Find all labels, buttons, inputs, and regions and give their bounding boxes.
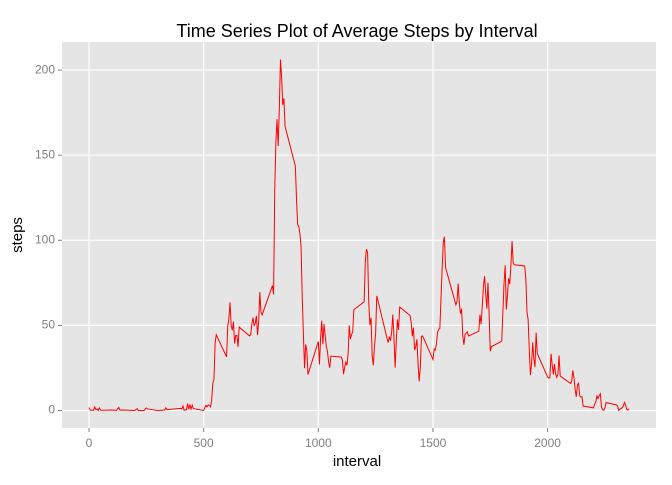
- panel-background: [62, 42, 656, 428]
- x-tick-label: 500: [194, 436, 214, 450]
- x-tick-label: 2000: [534, 436, 561, 450]
- y-axis-label: steps: [9, 217, 26, 253]
- y-tick-label: 150: [35, 147, 55, 161]
- chart-title: Time Series Plot of Average Steps by Int…: [176, 21, 537, 41]
- x-tick-label: 0: [86, 436, 93, 450]
- x-tick-label: 1500: [420, 436, 447, 450]
- y-tick-label: 0: [48, 403, 55, 417]
- y-tick-label: 200: [35, 62, 55, 76]
- data-line: [88, 59, 630, 412]
- y-tick-label: 100: [35, 232, 55, 246]
- x-axis-label: interval: [333, 453, 381, 470]
- y-tick-label: 50: [42, 318, 56, 332]
- x-tick-label: 1000: [305, 436, 332, 450]
